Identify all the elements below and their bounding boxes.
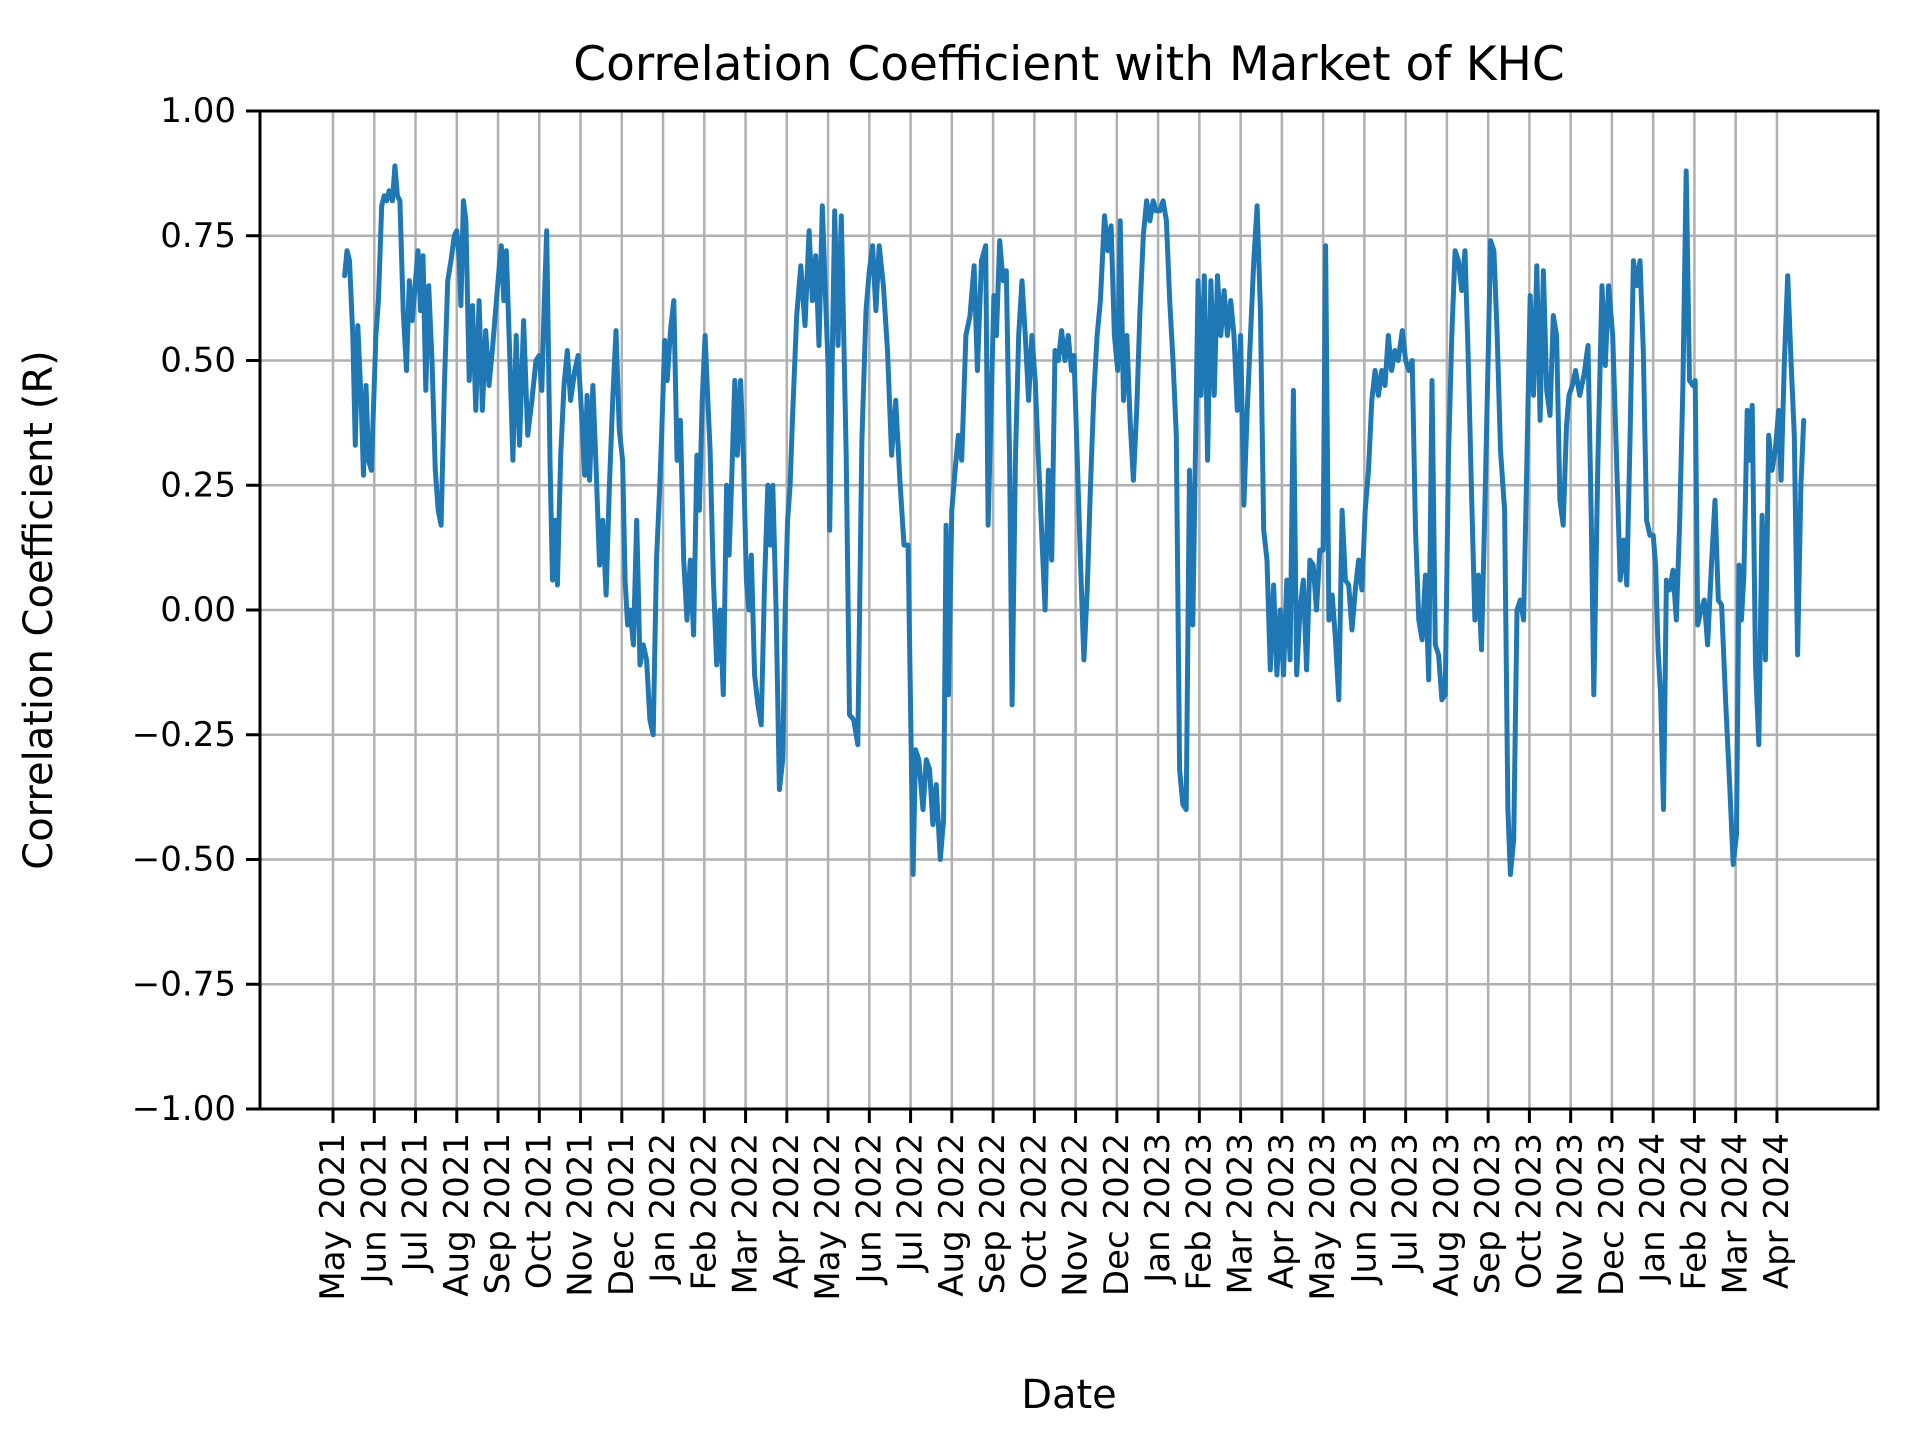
x-tick-label: Nov 2022	[1056, 1133, 1096, 1297]
x-tick-label: May 2022	[808, 1133, 848, 1301]
x-tick-label: Apr 2022	[767, 1133, 807, 1289]
x-tick-label: Jul 2023	[1386, 1133, 1426, 1273]
x-tick-label: Sep 2023	[1468, 1133, 1508, 1294]
x-tick-label: Sep 2022	[973, 1133, 1013, 1294]
x-tick-label: Dec 2021	[602, 1133, 642, 1296]
x-tick-label: Mar 2023	[1221, 1133, 1261, 1294]
x-tick-label: Jan 2022	[643, 1133, 683, 1285]
y-tick-label: 0.00	[160, 590, 236, 630]
x-tick-label: Aug 2022	[932, 1133, 972, 1297]
y-tick-label: 0.50	[160, 341, 236, 381]
x-tick-label: Mar 2024	[1716, 1133, 1756, 1294]
x-tick-label: Nov 2023	[1551, 1133, 1591, 1297]
y-tick-label: 0.75	[160, 216, 236, 256]
x-tick-label: Oct 2023	[1509, 1133, 1549, 1289]
y-tick-label: −1.00	[132, 1089, 236, 1129]
x-tick-label: Feb 2023	[1179, 1133, 1219, 1291]
x-tick-label: Aug 2021	[437, 1133, 477, 1297]
x-tick-label: Apr 2023	[1262, 1133, 1302, 1289]
x-tick-label: Jul 2021	[396, 1133, 436, 1273]
x-tick-label: Oct 2022	[1014, 1133, 1054, 1289]
chart-title: Correlation Coefficient with Market of K…	[573, 37, 1564, 92]
x-tick-label: Dec 2022	[1097, 1133, 1137, 1296]
x-tick-label: Oct 2021	[519, 1133, 559, 1289]
x-tick-label: Aug 2023	[1427, 1133, 1467, 1297]
x-tick-label: Jan 2023	[1138, 1133, 1178, 1285]
x-tick-label: Jul 2022	[891, 1133, 931, 1273]
x-tick-label: Feb 2022	[684, 1133, 724, 1291]
x-axis-label: Date	[1021, 1372, 1117, 1418]
y-axis-label: Correlation Coefficient (R)	[16, 350, 62, 869]
x-tick-label: May 2021	[313, 1133, 353, 1301]
x-tick-label: Apr 2024	[1757, 1133, 1797, 1289]
x-tick-label: May 2023	[1303, 1133, 1343, 1301]
correlation-line-series	[342, 163, 1807, 877]
y-tick-label: −0.75	[132, 964, 236, 1004]
y-tick-label: 1.00	[160, 91, 236, 131]
x-tick-label: Jan 2024	[1633, 1133, 1673, 1285]
axis-labels: Correlation Coefficient with Market of K…	[16, 37, 1565, 1418]
y-tick-labels: 1.00 0.75 0.50 0.25 0.00 −0.25 −0.50 −0.75 −1.00	[132, 91, 236, 1129]
x-tick-label: Jun 2023	[1344, 1133, 1384, 1285]
y-tick-label: −0.25	[132, 715, 236, 755]
x-tick-label: Feb 2024	[1674, 1133, 1714, 1291]
x-tick-label: Jun 2021	[354, 1133, 394, 1285]
x-tick-label: Jun 2022	[849, 1133, 889, 1285]
x-tick-label: Sep 2021	[478, 1133, 518, 1294]
x-tick-label: Dec 2023	[1592, 1133, 1632, 1296]
x-tick-labels: May 2021 Jun 2021 Jul 2021 Aug 2021 Sep 2021…	[313, 1133, 1797, 1301]
x-tick-label: Nov 2021	[561, 1133, 601, 1297]
x-tick-label: Mar 2022	[726, 1133, 766, 1294]
y-tick-label: −0.50	[132, 840, 236, 880]
axis-ticks	[246, 109, 1779, 1123]
y-tick-label: 0.25	[160, 465, 236, 505]
plot-border	[258, 109, 1880, 1111]
